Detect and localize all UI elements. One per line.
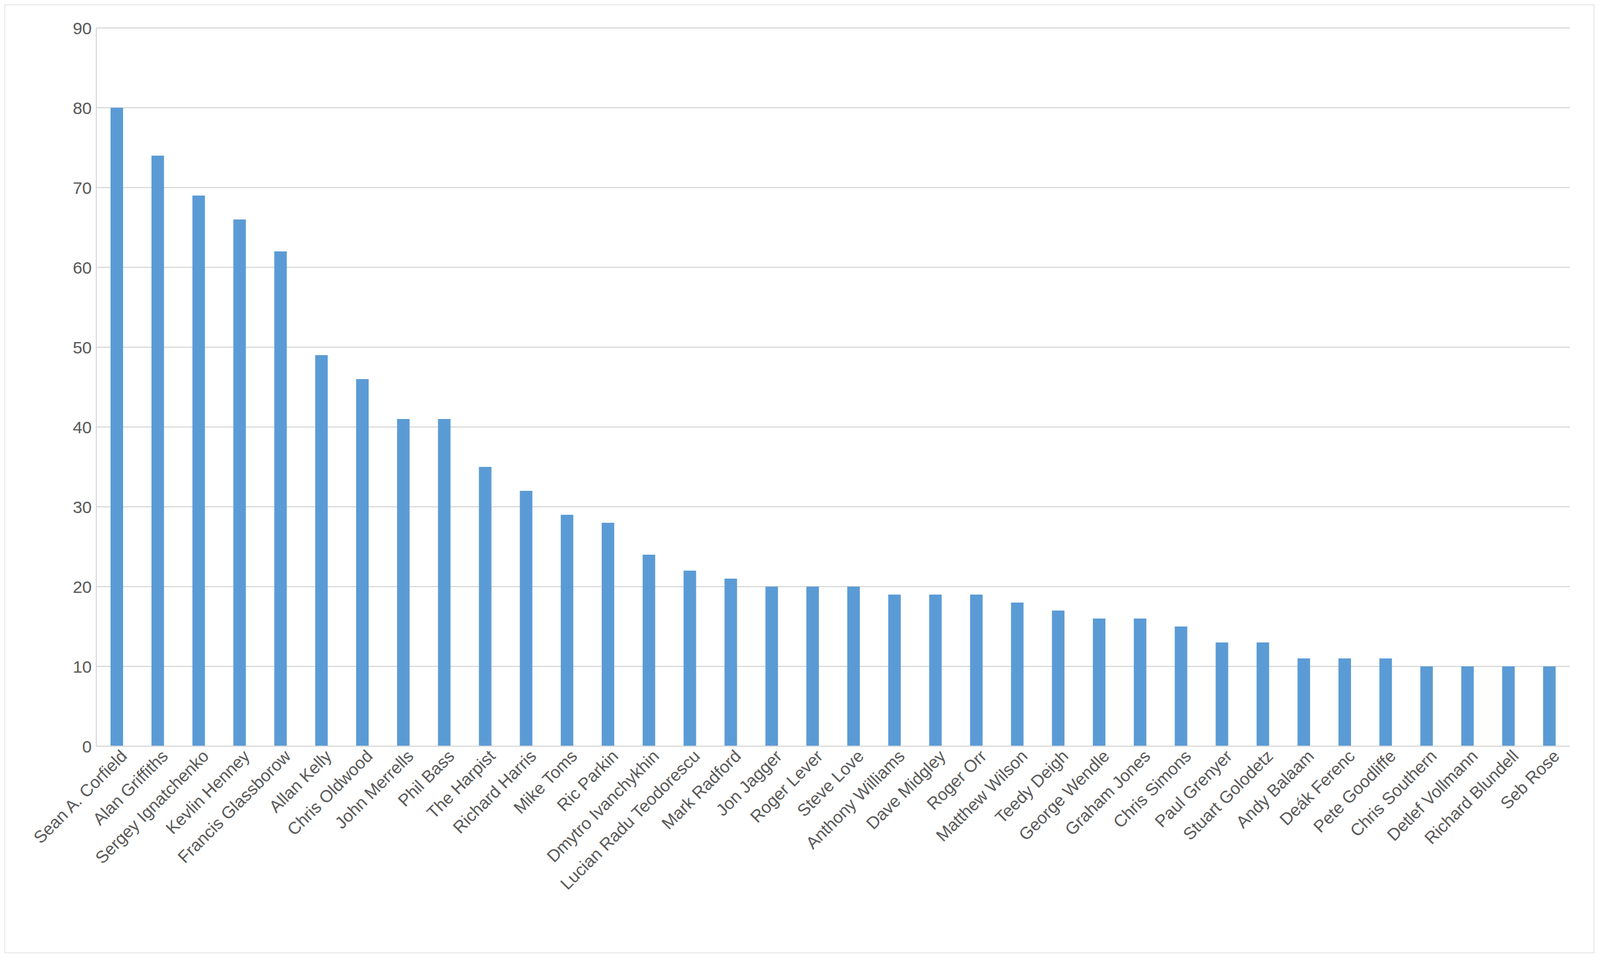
svg-text:50: 50	[72, 337, 92, 357]
svg-text:Seb Rose: Seb Rose	[1496, 745, 1563, 812]
svg-text:Roger Orr: Roger Orr	[922, 745, 991, 814]
svg-text:Teedy Deigh: Teedy Deigh	[991, 745, 1072, 827]
svg-text:George Wendle: George Wendle	[1015, 745, 1113, 844]
svg-text:Detlef Vollmann: Detlef Vollmann	[1383, 745, 1482, 844]
svg-text:20: 20	[72, 577, 92, 597]
svg-text:Stuart Golodetz: Stuart Golodetz	[1179, 745, 1277, 844]
svg-text:Mark Radford: Mark Radford	[657, 745, 745, 833]
svg-text:Andy Balaam: Andy Balaam	[1232, 745, 1318, 832]
svg-text:Sean A. Corfield: Sean A. Corfield	[29, 745, 131, 847]
svg-text:Dmytro Ivanchykhin: Dmytro Ivanchykhin	[543, 745, 663, 866]
svg-text:Matthew Wilson: Matthew Wilson	[932, 745, 1031, 845]
svg-text:Deák Ferenc: Deák Ferenc	[1275, 745, 1359, 829]
svg-text:60: 60	[72, 258, 92, 277]
svg-text:30: 30	[72, 497, 92, 517]
svg-text:The Harpist: The Harpist	[423, 745, 499, 822]
svg-text:Richard Harris: Richard Harris	[449, 745, 540, 837]
svg-text:Ric Parkin: Ric Parkin	[553, 745, 622, 815]
svg-text:Lucian Radu Teodorescu: Lucian Radu Teodorescu	[556, 745, 704, 893]
svg-text:Chris Oldwood: Chris Oldwood	[283, 745, 377, 839]
svg-text:Phil Bass: Phil Bass	[394, 745, 458, 810]
svg-text:Jon Jagger: Jon Jagger	[712, 745, 786, 820]
svg-text:John Merrells: John Merrells	[331, 745, 417, 832]
svg-text:Chris Southern: Chris Southern	[1346, 745, 1441, 840]
svg-text:Pete Goodliffe: Pete Goodliffe	[1309, 745, 1400, 836]
svg-text:70: 70	[72, 178, 92, 198]
svg-text:Paul Grenyer: Paul Grenyer	[1151, 745, 1236, 831]
svg-text:Graham Jones: Graham Jones	[1061, 745, 1154, 839]
svg-text:Mike Toms: Mike Toms	[509, 745, 581, 817]
svg-text:Roger Lever: Roger Lever	[746, 745, 827, 826]
svg-text:Anthony Williams: Anthony Williams	[802, 745, 909, 852]
svg-text:Allan Kelly: Allan Kelly	[265, 745, 336, 816]
svg-text:Alan Griffiths: Alan Griffiths	[89, 745, 172, 829]
svg-text:Kevlin Henney: Kevlin Henney	[161, 745, 254, 838]
svg-text:Chris Simons: Chris Simons	[1109, 745, 1195, 832]
svg-text:Francis Glassborow: Francis Glassborow	[174, 745, 295, 867]
svg-text:80: 80	[72, 98, 92, 118]
svg-text:Richard Blundell: Richard Blundell	[1420, 745, 1523, 848]
svg-text:0: 0	[82, 736, 92, 756]
svg-text:Dave Midgley: Dave Midgley	[862, 745, 950, 833]
svg-text:40: 40	[72, 417, 92, 437]
svg-text:Sergey Ignatchenko: Sergey Ignatchenko	[91, 745, 213, 867]
svg-text:90: 90	[72, 18, 92, 38]
svg-text:10: 10	[72, 656, 92, 676]
svg-text:Steve Love: Steve Love	[793, 745, 868, 820]
